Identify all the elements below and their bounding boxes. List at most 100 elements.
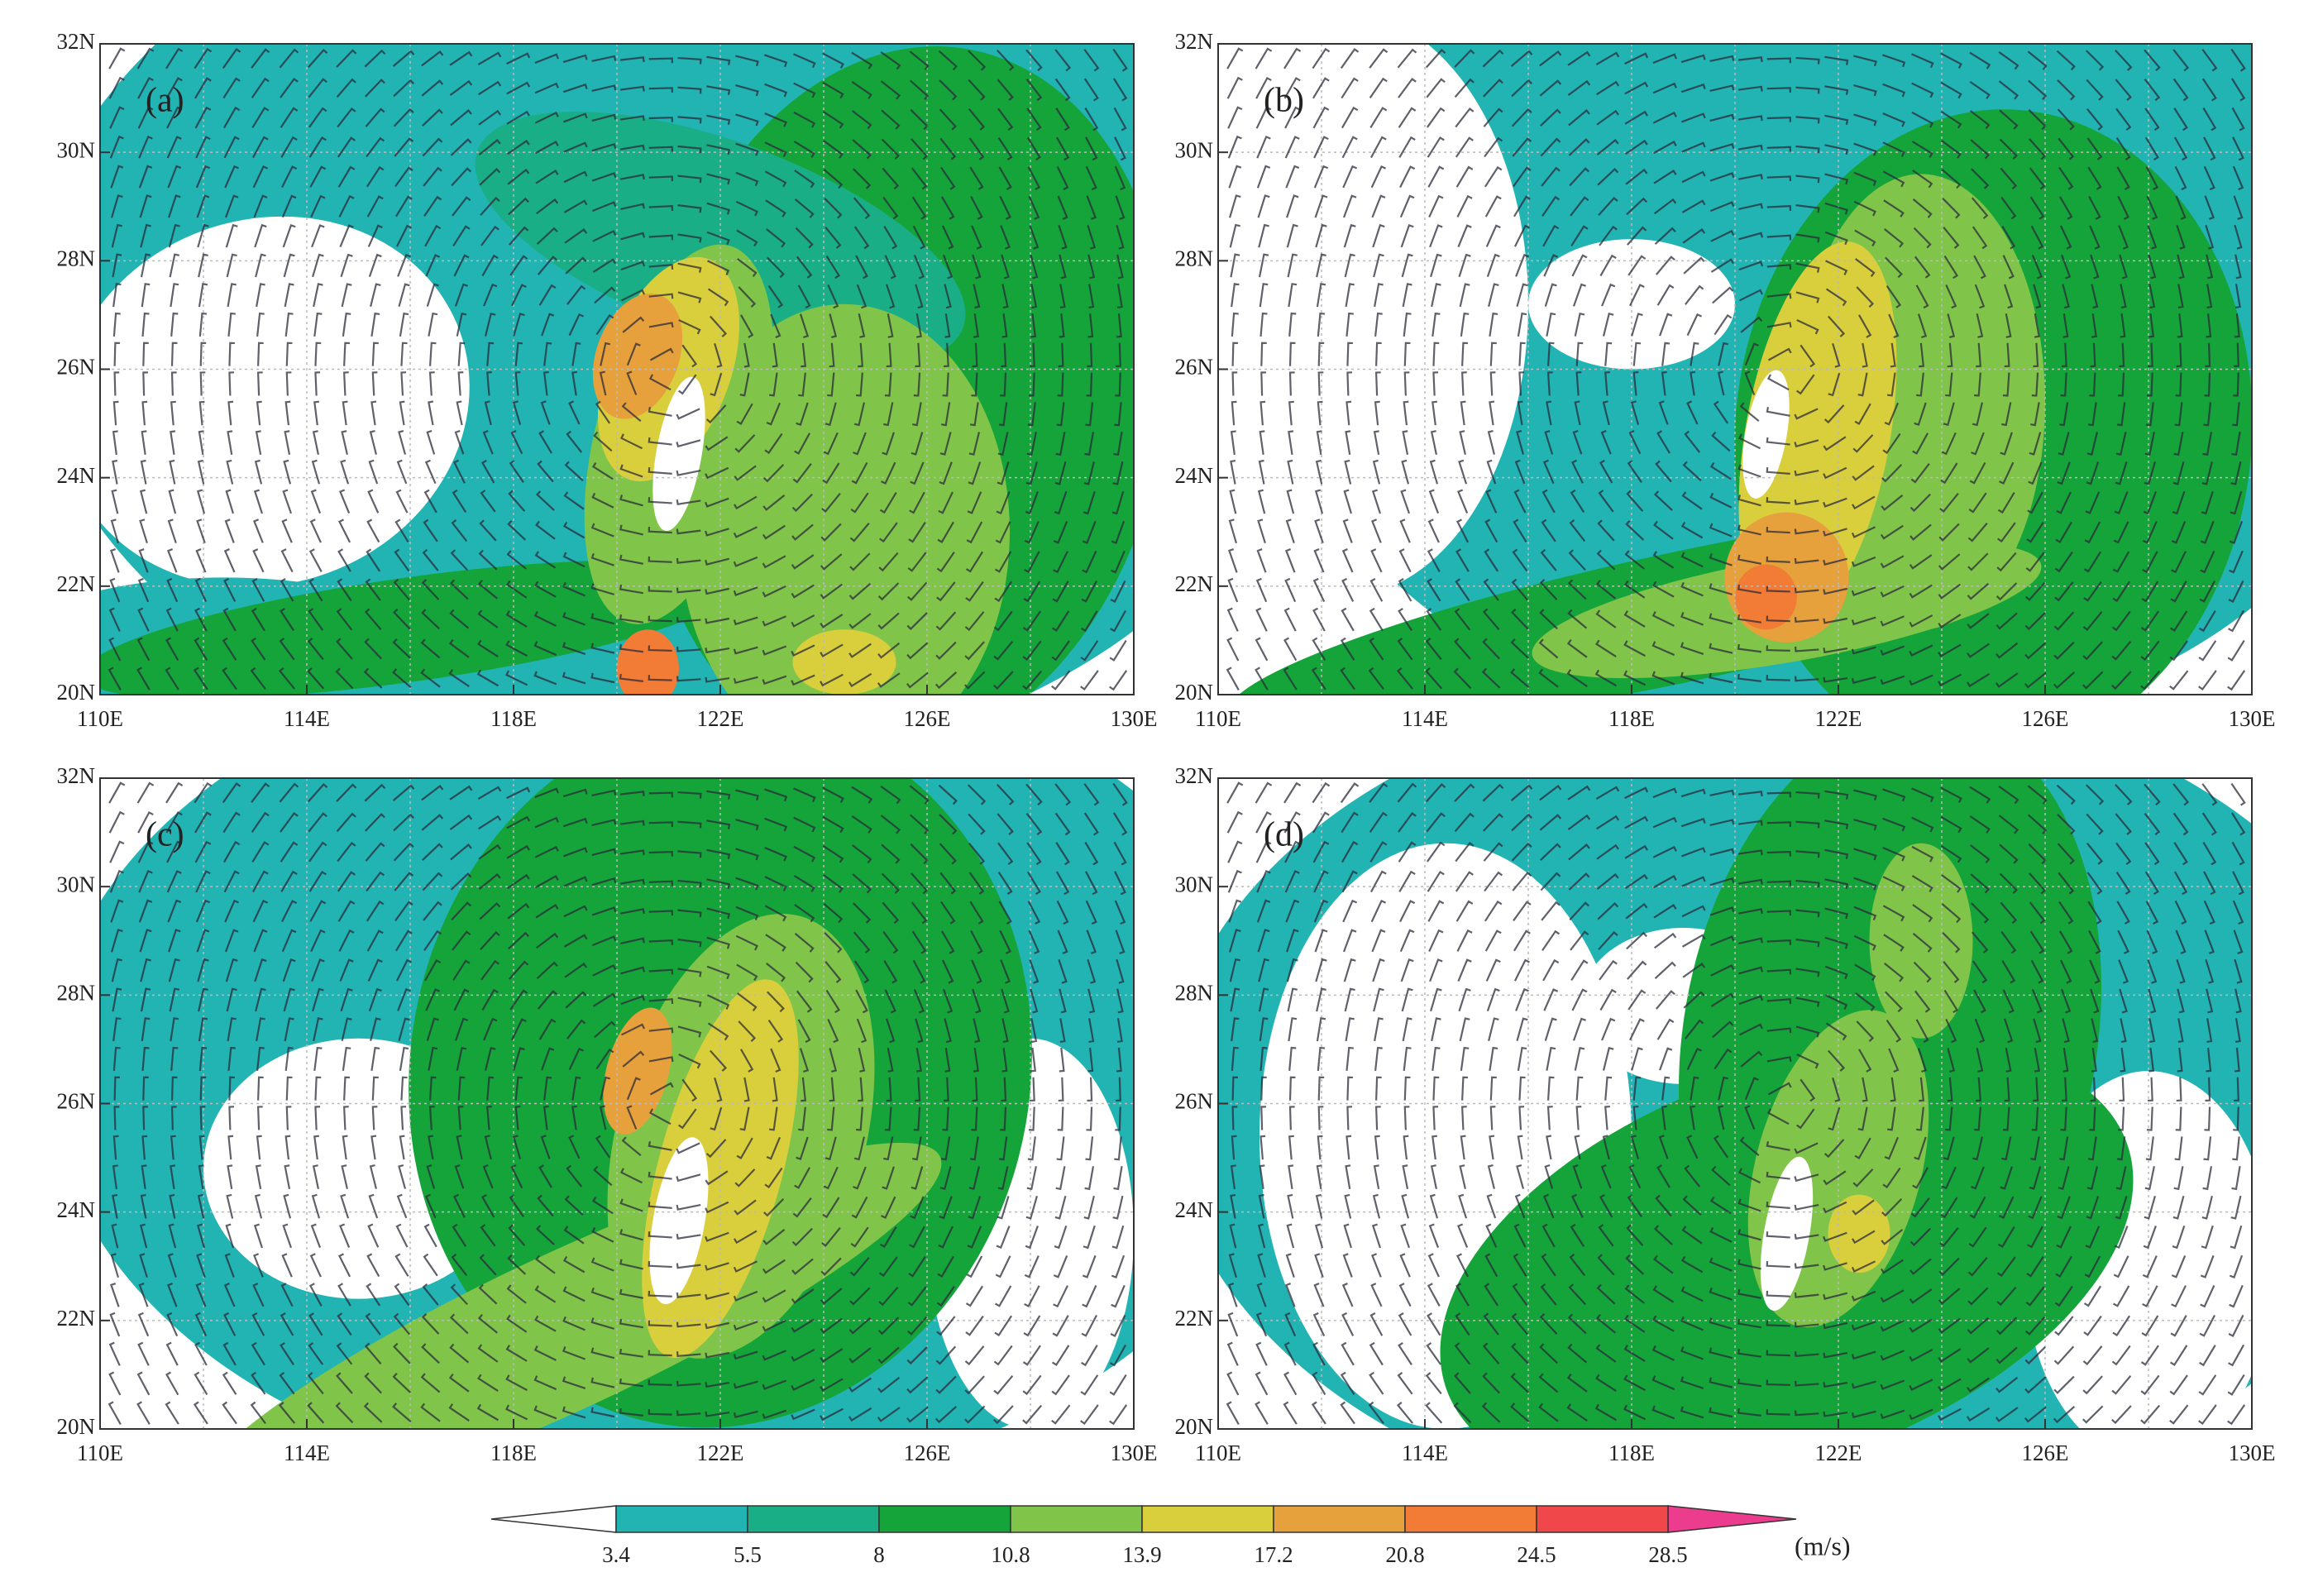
colorbar-label: 17.2 [1254, 1542, 1293, 1567]
x-tick-label: 114E [1402, 1441, 1448, 1465]
y-tick-label: 24N [1175, 463, 1214, 488]
x-tick-label: 122E [697, 706, 744, 731]
wind-barbs [108, 781, 1128, 1426]
y-tick-label: 20N [57, 680, 96, 705]
grid [1218, 44, 2252, 695]
colorbar-label: 20.8 [1385, 1542, 1424, 1567]
y-tick-label: 20N [1175, 1414, 1214, 1439]
panel-label: (c) [146, 816, 184, 854]
wind-speed-area [100, 216, 470, 587]
x-tick-label: 130E [1111, 706, 1158, 731]
y-tick-label: 28N [57, 981, 96, 1006]
y-tick-label: 24N [57, 463, 96, 488]
x-tick-label: 130E [2229, 706, 2276, 731]
x-tick-label: 126E [904, 706, 951, 731]
wind-speed-area [1760, 1156, 1814, 1312]
wind-speed-area [617, 629, 679, 695]
colorbar-low-tip [490, 1505, 617, 1533]
colorbar-label: 3.4 [602, 1542, 630, 1567]
y-tick-label: 26N [1175, 1089, 1214, 1114]
x-tick-label: 118E [490, 706, 537, 731]
colorbar-label: 10.8 [991, 1542, 1030, 1567]
y-tick-label: 26N [57, 1089, 96, 1114]
colorbar-label: 28.5 [1648, 1542, 1687, 1567]
y-tick-label: 30N [57, 872, 96, 896]
x-tick-label: 126E [904, 1441, 951, 1465]
map-panel [1218, 778, 2252, 1429]
y-tick-label: 26N [57, 355, 96, 380]
x-tick-label: 118E [490, 1441, 537, 1465]
x-tick-label: 110E [77, 706, 123, 731]
y-tick-label: 32N [1175, 29, 1214, 54]
panel-label: (a) [146, 82, 184, 120]
x-tick-label: 110E [1195, 1441, 1241, 1465]
grid [1218, 778, 2252, 1429]
y-tick-label: 28N [57, 246, 96, 271]
x-tick-label: 126E [2022, 1441, 2069, 1465]
wind-barbs [1226, 781, 2246, 1426]
y-tick-label: 32N [57, 763, 96, 788]
x-tick-label: 114E [1402, 706, 1448, 731]
grid [100, 44, 1134, 695]
wind-speed-area [792, 629, 896, 695]
colorbar-box [1273, 1505, 1406, 1533]
y-tick-label: 30N [1175, 137, 1214, 162]
y-tick-label: 30N [1175, 872, 1214, 896]
colorbar-box [878, 1505, 1011, 1533]
x-tick-label: 114E [284, 1441, 330, 1465]
colorbar-box [1141, 1505, 1274, 1533]
y-tick-label: 24N [1175, 1197, 1214, 1222]
x-tick-label: 122E [1815, 1441, 1862, 1465]
colorbar-label: 5.5 [734, 1542, 762, 1567]
wind-barbs [108, 47, 1128, 691]
y-tick-label: 32N [1175, 763, 1214, 788]
y-tick-label: 22N [1175, 1306, 1214, 1331]
wind-speed-area [649, 1137, 709, 1305]
wind-speed-area [603, 1007, 672, 1135]
wind-speed-area [475, 112, 966, 367]
y-tick-label: 22N [57, 1306, 96, 1331]
x-tick-label: 110E [1195, 706, 1241, 731]
colorbar-box [747, 1505, 880, 1533]
y-tick-label: 26N [1175, 355, 1214, 380]
y-tick-label: 32N [57, 29, 96, 54]
grid [100, 778, 1134, 1429]
colorbar-box [1536, 1505, 1669, 1533]
wind-barbs [1226, 47, 2246, 691]
x-tick-label: 118E [1608, 1441, 1655, 1465]
colorbar-box [1404, 1505, 1537, 1533]
wind-speed-area [1735, 564, 1797, 630]
map-panel [100, 44, 1134, 695]
map-panel [1218, 44, 2252, 695]
colorbar-high-tip [1667, 1505, 1797, 1533]
panel-label: (d) [1264, 816, 1304, 854]
y-tick-label: 20N [57, 1414, 96, 1439]
colorbar-unit: (m/s) [1795, 1531, 1851, 1560]
y-tick-label: 28N [1175, 981, 1214, 1006]
x-tick-label: 126E [2022, 706, 2069, 731]
colorbar-box [1010, 1505, 1143, 1533]
colorbar-box [615, 1505, 748, 1533]
colorbar-label: 8 [873, 1542, 885, 1567]
y-tick-label: 22N [57, 571, 96, 596]
colorbar-label: 24.5 [1517, 1542, 1556, 1567]
map-panel [100, 778, 1134, 1429]
x-tick-label: 122E [697, 1441, 744, 1465]
x-tick-label: 130E [1111, 1441, 1158, 1465]
y-tick-label: 22N [1175, 571, 1214, 596]
x-tick-label: 114E [284, 706, 330, 731]
y-tick-label: 30N [57, 137, 96, 162]
x-tick-label: 118E [1608, 706, 1655, 731]
y-tick-label: 28N [1175, 246, 1214, 271]
x-tick-label: 130E [2229, 1441, 2276, 1465]
x-tick-label: 110E [77, 1441, 123, 1465]
wind-speed-area [1742, 370, 1790, 499]
colorbar-label: 13.9 [1122, 1542, 1161, 1567]
y-tick-label: 20N [1175, 680, 1214, 705]
panel-label: (b) [1264, 82, 1304, 120]
x-tick-label: 122E [1815, 706, 1862, 731]
y-tick-label: 24N [57, 1197, 96, 1222]
wind-speed-area [1218, 44, 1528, 597]
wind-speed-area [1828, 1194, 1890, 1273]
